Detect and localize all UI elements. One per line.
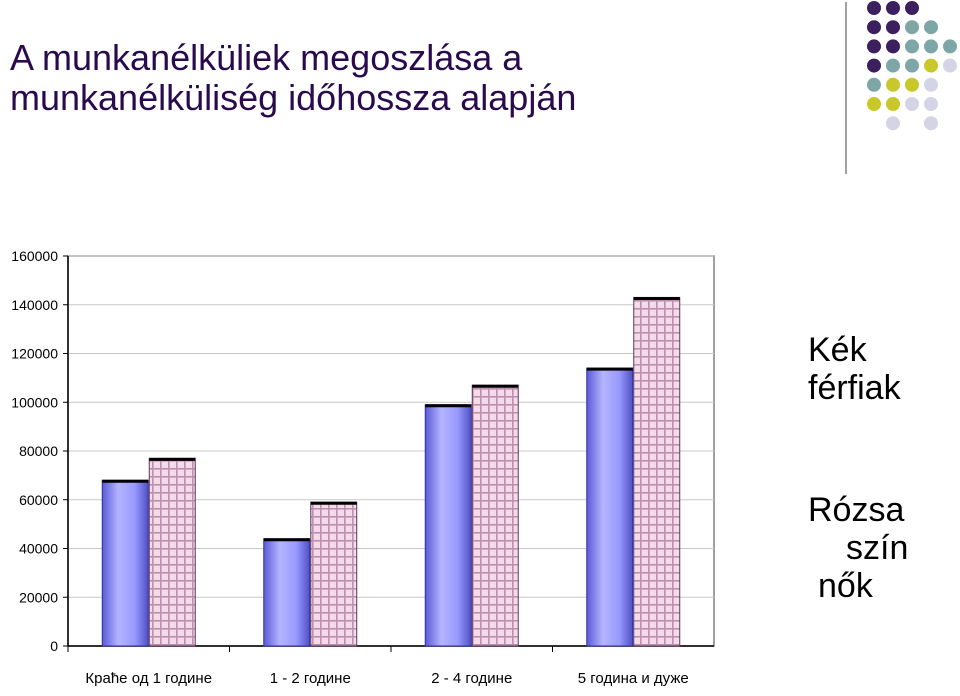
legend-note-pink-line1: Rózsa [808, 491, 905, 529]
decorative-dot [905, 39, 919, 54]
decorative-dot [867, 20, 881, 35]
decorative-dot [886, 77, 900, 92]
y-tick-label: 160000 [11, 248, 58, 264]
bars [101, 296, 681, 647]
legend-note-blue-line2: férfiak [808, 369, 901, 407]
decorative-dot [867, 97, 881, 111]
decorative-dot [924, 97, 938, 111]
y-tick-label: 140000 [11, 297, 58, 313]
legend-note-blue: Kék férfiak [808, 331, 901, 407]
decorative-dot [867, 39, 881, 54]
x-tick-label: 2 - 4 године [431, 670, 512, 687]
x-tick-label: Краће од 1 године [85, 670, 212, 687]
decorative-dot-grid [867, 1, 957, 131]
decorative-dot [886, 58, 900, 73]
bar-series-blue [424, 404, 472, 647]
decorative-dot [867, 77, 881, 92]
decorative-dot [905, 97, 919, 111]
decorative-dot [867, 1, 881, 15]
decorative-dot [867, 58, 881, 73]
decorative-dot [905, 20, 919, 35]
divider-line [845, 2, 847, 174]
decorative-dot [924, 77, 938, 92]
legend-note-blue-line1: Kék [808, 331, 867, 369]
decorative-dot [886, 39, 900, 54]
bar-chart: 0 20000 40000 60000 80000 100000 120000 140000 1… [11, 248, 715, 687]
y-tick-label: 40000 [19, 541, 58, 557]
decorative-dot [886, 116, 900, 131]
bar-series-blue [586, 367, 634, 647]
x-axis-tick-labels: Краће од 1 године 1 - 2 године 2 - 4 годин… [85, 670, 688, 687]
decorative-dot [905, 1, 919, 15]
bar-series-pink [148, 457, 196, 647]
bar-series-pink [310, 501, 358, 647]
x-tick-label: 5 година и дуже [578, 670, 689, 687]
y-tick-label: 100000 [11, 394, 58, 410]
decorative-dot [943, 39, 957, 54]
y-axis-tick-labels: 0 20000 40000 60000 80000 100000 120000 140000 1… [11, 248, 58, 654]
legend-note-pink-line2: szín [846, 529, 909, 567]
decorative-dot [924, 58, 938, 73]
slide-title-line2: munkanélküliség időhossza alapján [10, 77, 577, 118]
decorative-dot [924, 116, 938, 131]
legend-note-pink: Rózsa szín nők [808, 491, 908, 605]
decorative-dot [905, 58, 919, 73]
y-tick-label: 80000 [19, 443, 58, 459]
bar-series-blue [263, 538, 311, 647]
legend-note-pink-line3: nők [818, 567, 873, 605]
y-tick-label: 20000 [19, 589, 58, 605]
decorative-dot [924, 39, 938, 54]
bar-series-pink [471, 384, 519, 647]
decorative-dot [886, 97, 900, 111]
bar-series-blue [101, 479, 149, 647]
decorative-dot [886, 1, 900, 15]
x-tick-label: 1 - 2 године [270, 670, 351, 687]
bar-series-pink [633, 296, 681, 647]
y-tick-label: 120000 [11, 346, 58, 362]
decorative-dot [943, 58, 957, 73]
slide-title: A munkanélküliek megoszlása a munkanélkü… [10, 38, 576, 118]
decorative-dot [886, 20, 900, 35]
y-tick-label: 60000 [19, 492, 58, 508]
slide-title-line1: A munkanélküliek megoszlása a [10, 37, 523, 78]
decorative-dot [924, 20, 938, 35]
decorative-dot [905, 77, 919, 92]
y-tick-label: 0 [50, 638, 58, 654]
